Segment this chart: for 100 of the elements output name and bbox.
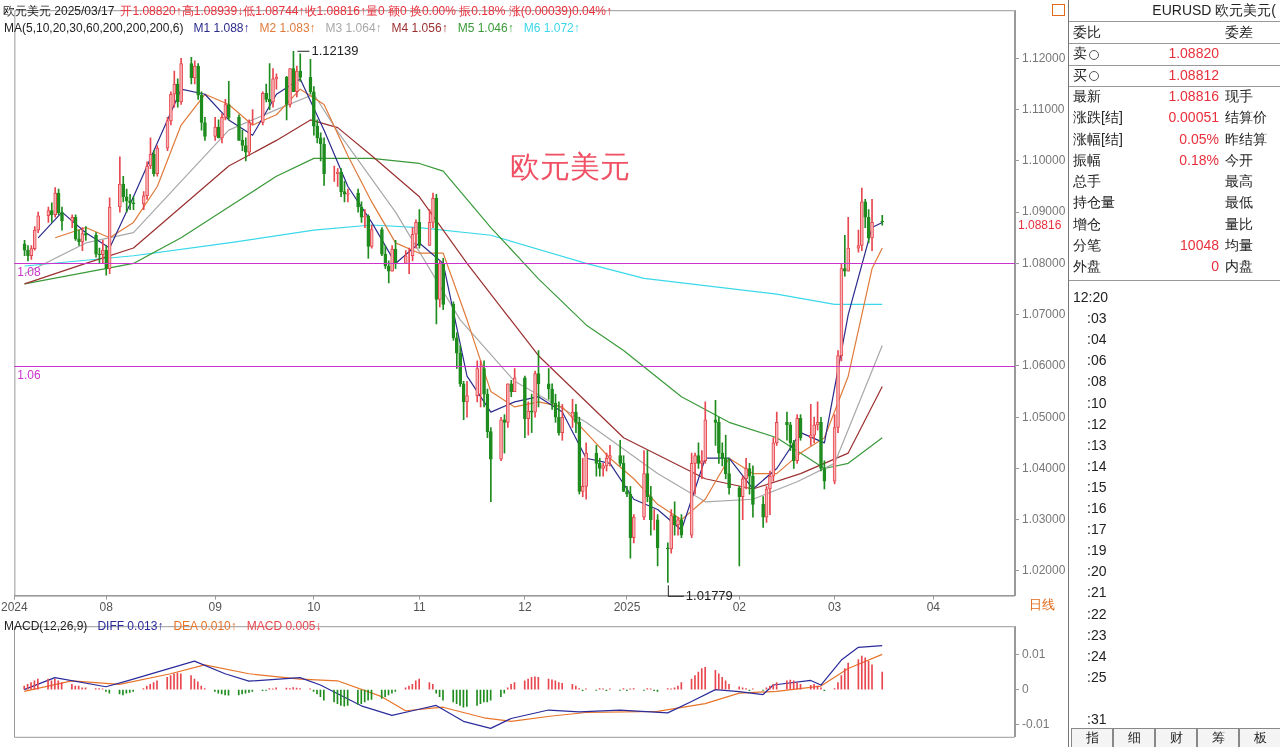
text: M4 1.056↑ [391,21,448,35]
annotation: 1.01779 [685,587,733,603]
chart-subtitle: 开1.08820↑高1.08939↓低1.08744↑收1.08816↑量0 额0 换0.00% 振0.18% 涨(0.00039)0.04%↑ [120,4,613,18]
text: :16 [1087,500,1107,516]
text: M6 1.072↑ [523,21,580,35]
text: 增仓 [1073,215,1101,234]
text: :17 [1087,521,1107,538]
candlestick [523,375,527,439]
candlestick [298,53,303,82]
text: :04 [1087,331,1107,348]
candlestick [642,450,646,521]
y-tick-label: 1.12000 [1022,50,1066,65]
text: :19 [1087,542,1107,559]
y-tick-label: 1.04000 [1022,460,1066,475]
x-tick-label: 11 [413,600,426,615]
legend-title: MA(5,10,20,30,60,200,200,200,6) [4,21,184,35]
text: DIFF 0.013↑ [97,619,164,633]
candlestick [653,509,656,531]
text: 总手 [1073,173,1101,192]
text: DEA 0.010↑ [173,619,237,633]
text: 0.05% [1179,130,1219,147]
candlestick [356,188,360,213]
text: 现手 [1225,87,1253,106]
annotation: 1.12139 [311,42,359,58]
text: 涨幅[结] [1073,130,1123,149]
text: 1.08816 [1168,87,1219,104]
candlestick [860,187,864,251]
candlestick [880,214,885,226]
text: :12 [1087,415,1107,432]
candlestick [94,232,98,258]
candlestick [465,381,469,418]
text: :22 [1087,605,1107,622]
text: :31 [1087,711,1107,727]
candlestick [526,401,531,436]
candlestick [808,404,813,446]
y-tick-label: 1.05000 [1022,409,1066,424]
text: 量比 [1225,215,1253,234]
ref-line-label: 1.06 [17,367,42,382]
candlestick [213,117,217,141]
text: MACD 0.005↓ [246,619,322,633]
text: :03 [1087,310,1107,327]
candlestick [441,257,446,310]
y-tick-label: 1.11000 [1022,101,1065,116]
y-tick-label: -0.01 [1022,717,1050,732]
text: 均量 [1225,237,1253,255]
text: EURUSD 欧元美元( [1152,2,1276,20]
x-tick-label: 2025 [613,600,641,615]
candlestick [271,68,275,108]
text: :25 [1087,668,1107,685]
text: :24 [1087,647,1107,664]
candlestick [155,145,160,177]
candlestick [437,260,442,308]
text: :10 [1087,394,1107,411]
candlestick [369,224,374,249]
text: 分笔 [1073,237,1101,255]
text: 指 [1071,728,1113,747]
ref-line-label: 1.08 [17,264,42,279]
candlestick [97,247,102,264]
candlestick [785,411,789,441]
text: M5 1.046↑ [457,21,514,35]
text: 1.08820 [1168,45,1219,62]
text: M3 1.064↑ [325,21,382,35]
text: 1.08816 [1018,217,1062,232]
y-tick-label: 1.06000 [1022,358,1066,373]
text: M2 1.083↑ [259,21,316,35]
candlestick [557,401,561,436]
candlestick [179,58,183,105]
y-tick-label: 1.08000 [1022,255,1066,270]
x-tick-label: 12 [518,600,532,615]
candlestick [363,209,367,228]
text: :06 [1087,352,1107,369]
x-tick-label: 2024 [1,600,29,615]
x-tick-label: 03 [827,600,842,615]
text: 结算价 [1225,109,1267,128]
candlestick [842,234,847,277]
candlestick [676,516,680,536]
candlestick [737,486,742,567]
candlestick [608,445,612,467]
candlestick [260,91,265,126]
text: 买 [1073,66,1088,85]
y-tick-label: 0.01 [1022,646,1046,661]
text: 板 [1239,728,1280,747]
candlestick [846,216,851,272]
text: 财 [1155,728,1197,747]
y-tick-label: 1.10000 [1022,153,1066,168]
candlestick [237,114,241,141]
text: 卖 [1073,45,1088,64]
x-tick-label: 09 [208,600,223,615]
candlestick [506,383,510,428]
text: 最新 [1073,87,1101,106]
text: 日线 [1029,597,1055,613]
candlestick [560,404,565,441]
candlestick [533,370,537,418]
text: :20 [1087,563,1107,580]
text: 筹 [1197,728,1239,747]
candlestick [717,416,721,464]
candlestick [584,442,588,500]
text: 今开 [1225,151,1253,170]
candlestick [795,414,799,464]
text: 细 [1113,728,1155,747]
